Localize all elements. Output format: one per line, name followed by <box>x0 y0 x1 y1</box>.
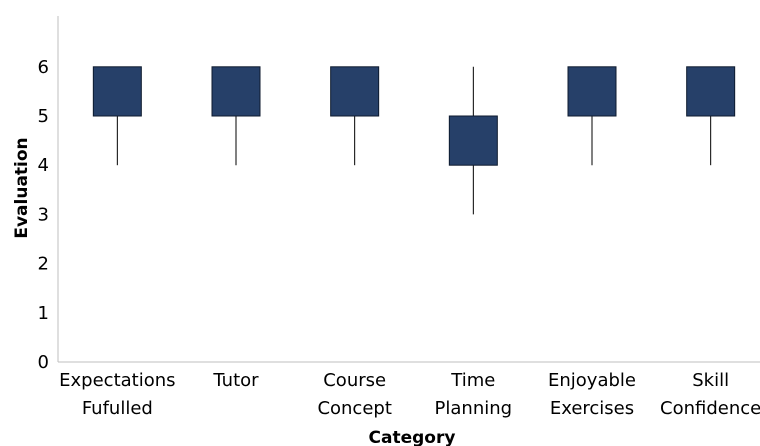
x-tick-label: Time Planning <box>435 370 513 419</box>
y-tick-label: 2 <box>38 254 49 275</box>
y-axis-title: Evaluation <box>12 137 32 238</box>
x-axis-title: Category <box>369 428 456 446</box>
y-tick-labels: 0 1 2 3 4 5 6 <box>38 57 49 373</box>
y-tick-label: 4 <box>38 155 49 176</box>
x-tick-labels: Expectations Fufulled Tutor Course Concept Ti… <box>59 370 760 419</box>
box-4 <box>567 66 617 166</box>
boxes <box>92 66 736 215</box>
box-1 <box>211 66 261 166</box>
x-tick-label: Course Concept <box>317 370 391 419</box>
box-rect <box>211 66 261 117</box>
box-3 <box>448 66 498 215</box>
box-rect <box>567 66 617 117</box>
y-tick-label: 6 <box>38 57 49 78</box>
x-tick-label: Enjoyable Exercises <box>548 370 636 419</box>
box-rect <box>686 66 736 117</box>
y-tick-label: 5 <box>38 106 49 127</box>
box-2 <box>330 66 380 166</box>
box-5 <box>686 66 736 166</box>
box-0 <box>92 66 142 166</box>
x-tick-label: Skill Confidence <box>660 370 760 419</box>
y-tick-label: 0 <box>38 352 49 373</box>
x-tick-label: Expectations Fufulled <box>59 370 175 419</box>
box-rect <box>330 66 380 117</box>
x-tick-label: Tutor <box>212 370 259 391</box>
y-tick-label: 1 <box>38 303 49 324</box>
box-rect <box>92 66 142 117</box>
y-tick-label: 3 <box>38 204 49 225</box>
box-rect <box>448 115 498 166</box>
axes <box>57 16 760 363</box>
